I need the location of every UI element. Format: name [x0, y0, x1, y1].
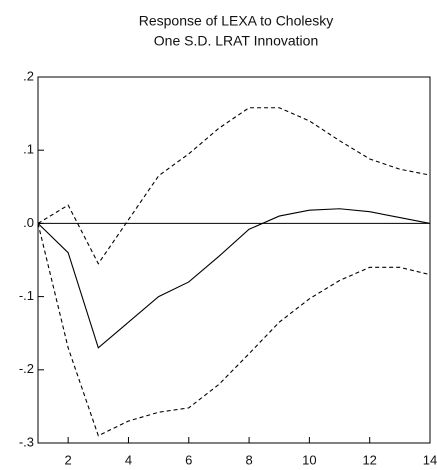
x-tick-label: 6: [185, 452, 192, 467]
series-line: [37, 107, 431, 265]
x-tick-label: 14: [423, 452, 437, 467]
y-tick-label: .0: [23, 215, 34, 230]
y-tick-label: .1: [23, 142, 34, 157]
x-tick-label: 10: [302, 452, 316, 467]
y-tick-label: -.3: [19, 434, 34, 449]
series-line: [37, 223, 431, 437]
chart-title: Response of LEXA to Cholesky: [139, 13, 334, 29]
y-tick-label: -.1: [19, 288, 34, 303]
series-line: [37, 208, 431, 349]
x-tick-label: 4: [125, 452, 132, 467]
y-tick-label: .2: [23, 68, 34, 83]
x-tick-label: 8: [245, 452, 252, 467]
chart-subtitle: One S.D. LRAT Innovation: [154, 33, 318, 49]
plot-frame: [37, 76, 431, 444]
x-tick-label: 2: [65, 452, 72, 467]
x-tick-label: 12: [362, 452, 376, 467]
y-tick-label: -.2: [19, 361, 34, 376]
